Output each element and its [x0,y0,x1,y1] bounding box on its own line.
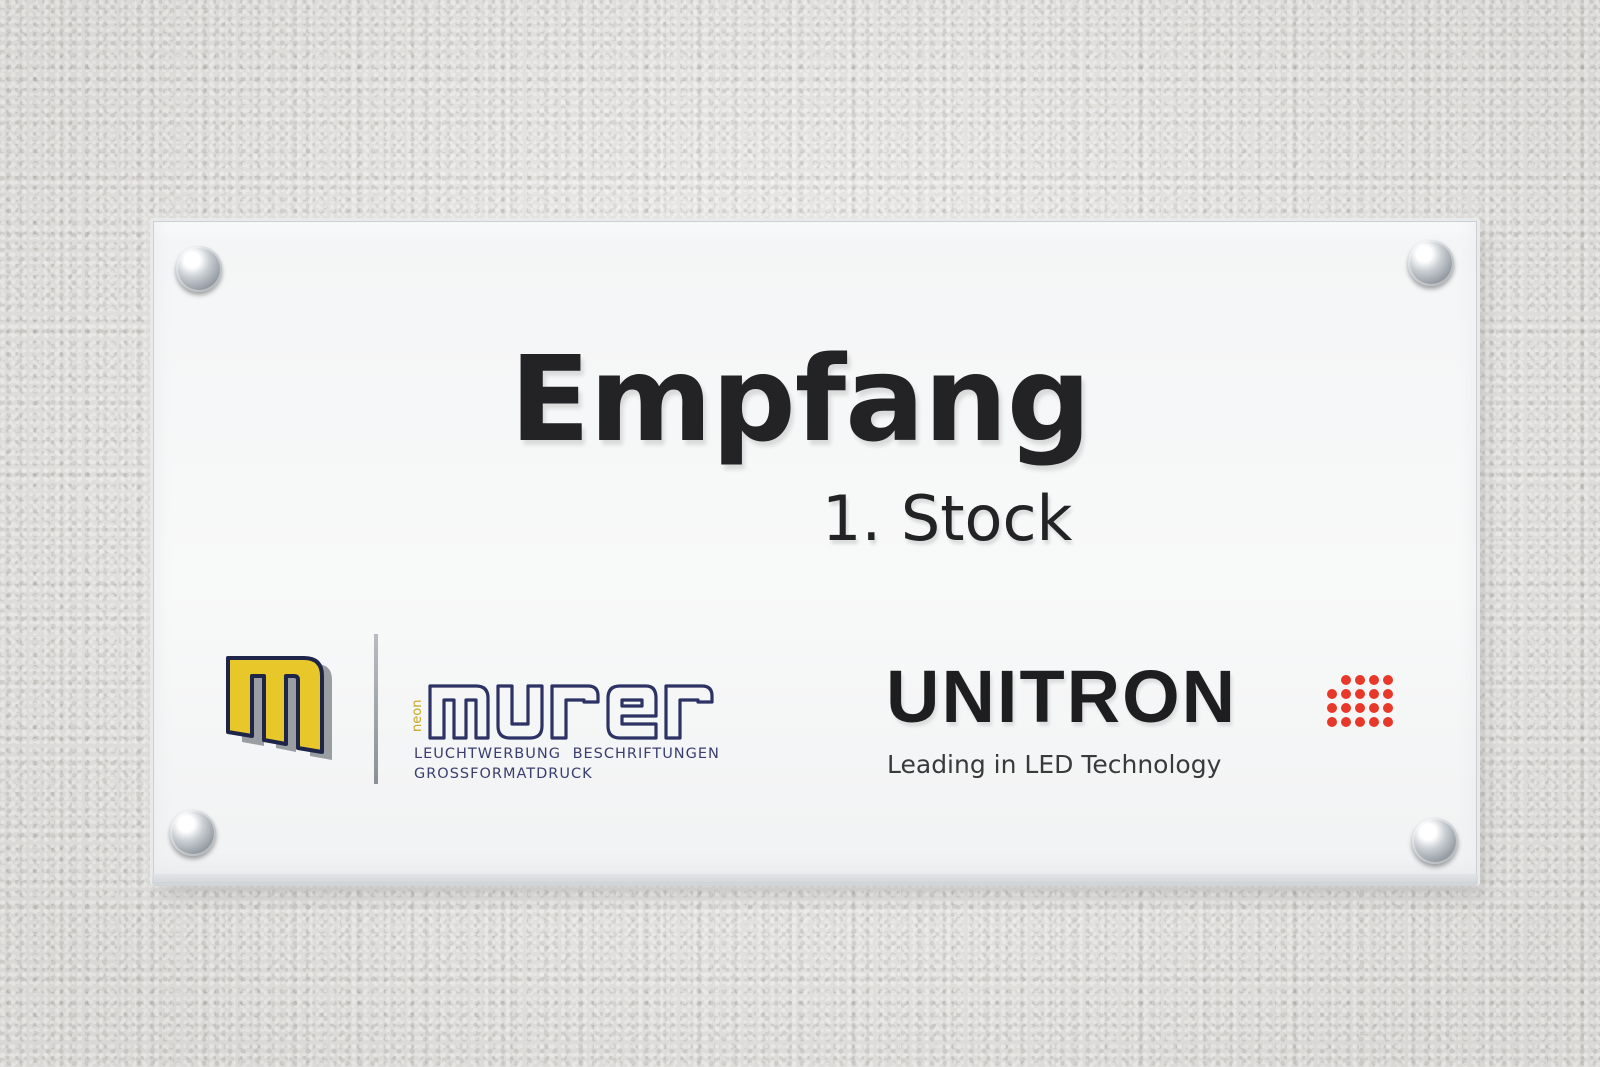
logo-divider [374,634,378,784]
unitron-dot-grid-icon [1327,675,1393,727]
murer-services-line: LEUCHTWERBUNG BESCHRIFTUNGEN [414,746,720,762]
sign-subtitle: 1. Stock [822,482,1073,555]
sign-title: Empfang [509,330,1091,468]
standoff-bolt-icon [170,810,216,856]
murer-wordmark: neon [410,684,714,740]
unitron-logo-text: UNITRON [886,655,1238,738]
standoff-bolt-icon [1408,240,1454,286]
acrylic-sign [150,218,1480,886]
unitron-tagline: Leading in LED Technology [887,750,1222,779]
standoff-bolt-icon [176,246,222,292]
sign-edge [152,874,1478,886]
murer-services-line: GROSSFORMATDRUCK [414,766,593,782]
murer-m-logo-icon [226,656,332,760]
murer-neon-tag: neon [410,700,425,732]
standoff-bolt-icon [1412,818,1458,864]
